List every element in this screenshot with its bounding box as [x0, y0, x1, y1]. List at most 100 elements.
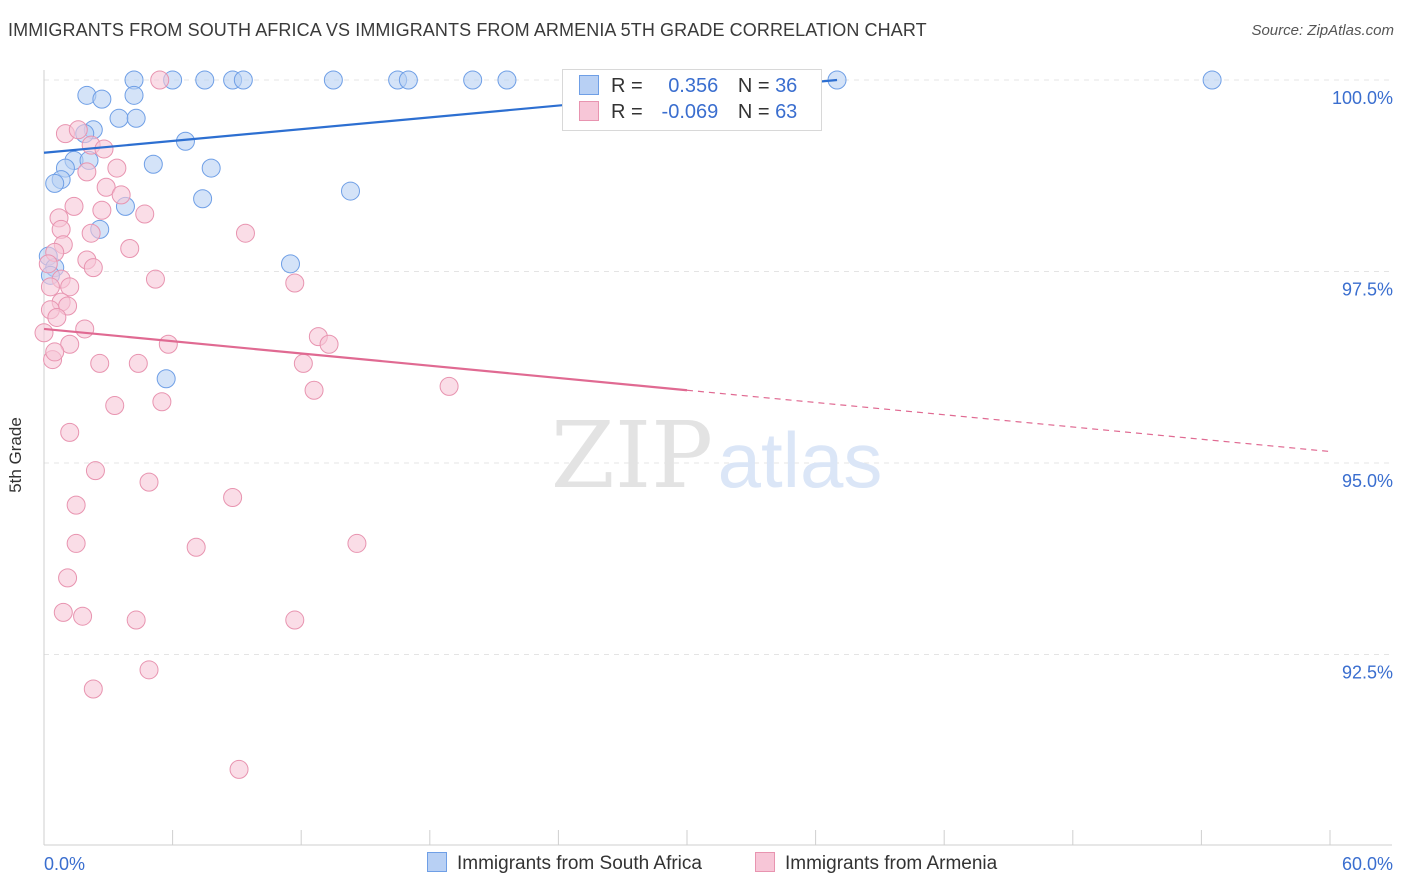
- point-armenia: [60, 277, 80, 297]
- point-armenia: [92, 200, 112, 220]
- point-south-africa: [201, 158, 221, 178]
- point-armenia: [107, 158, 127, 178]
- point-armenia: [120, 239, 140, 259]
- point-south-africa: [193, 189, 213, 209]
- point-armenia: [304, 380, 324, 400]
- tick-labels: 100.0% 97.5% 95.0% 92.5% 0.0% 60.0%: [44, 88, 1393, 874]
- point-armenia: [145, 269, 165, 289]
- data-points: [34, 70, 1222, 779]
- point-armenia: [128, 353, 148, 373]
- point-south-africa: [497, 70, 517, 90]
- point-south-africa: [463, 70, 483, 90]
- trend-lines: [43, 78, 1331, 453]
- point-armenia: [64, 196, 84, 216]
- point-armenia: [235, 223, 255, 243]
- legend-swatch-pink: [579, 101, 599, 121]
- legend-n-label: N =: [737, 101, 770, 123]
- point-armenia: [293, 353, 313, 373]
- y-tick-label: 92.5%: [1342, 663, 1393, 683]
- trend-line-armenia: [43, 327, 688, 392]
- point-armenia: [439, 376, 459, 396]
- legend-r-label: R =: [611, 101, 643, 123]
- y-tick-label: 100.0%: [1332, 88, 1393, 108]
- point-south-africa: [1202, 70, 1222, 90]
- legend-label: Immigrants from South Africa: [457, 853, 702, 874]
- point-armenia: [139, 660, 159, 680]
- point-south-africa: [398, 70, 418, 90]
- point-armenia: [45, 342, 65, 362]
- legend-r-label: R =: [611, 75, 643, 97]
- watermark-atlas: atlas: [718, 416, 883, 504]
- legend-row-south-africa: R = 0.356 N = 36: [579, 75, 797, 99]
- point-armenia: [135, 204, 155, 224]
- point-armenia: [58, 568, 78, 588]
- point-armenia: [158, 334, 178, 354]
- legend-n-value: 36: [775, 75, 798, 97]
- legend-swatch-pink: [755, 852, 775, 872]
- point-armenia: [105, 396, 125, 416]
- point-south-africa: [156, 369, 176, 389]
- x-tick-label: 60.0%: [1342, 854, 1393, 874]
- point-armenia: [75, 319, 95, 339]
- point-armenia: [150, 70, 170, 90]
- point-armenia: [47, 307, 67, 327]
- trend-line-armenia-extension: [686, 389, 1331, 453]
- point-south-africa: [143, 154, 163, 174]
- point-south-africa: [109, 108, 129, 128]
- y-tick-label: 95.0%: [1342, 471, 1393, 491]
- point-south-africa: [92, 89, 112, 109]
- source-label: Source: ZipAtlas.com: [1251, 22, 1394, 39]
- point-armenia: [77, 162, 97, 182]
- legend-n-value: 63: [775, 101, 798, 123]
- legend-row-armenia: R = -0.069 N = 63: [579, 101, 797, 125]
- point-armenia: [285, 273, 305, 293]
- point-armenia: [40, 277, 60, 297]
- point-armenia: [53, 602, 73, 622]
- point-armenia: [111, 185, 131, 205]
- point-south-africa: [280, 254, 300, 274]
- point-south-africa: [195, 70, 215, 90]
- point-armenia: [186, 537, 206, 557]
- point-armenia: [68, 120, 88, 140]
- point-armenia: [96, 177, 116, 197]
- point-armenia: [81, 223, 101, 243]
- point-armenia: [83, 258, 103, 278]
- bottom-legend-armenia[interactable]: Immigrants from Armenia: [755, 852, 997, 875]
- legend-r-value: -0.069: [661, 101, 719, 123]
- point-armenia: [152, 392, 172, 412]
- point-armenia: [85, 461, 105, 481]
- point-armenia: [73, 606, 93, 626]
- stats-legend: R = 0.356 N = 36 R = -0.069 N = 63: [562, 69, 822, 131]
- point-armenia: [60, 334, 80, 354]
- bottom-legend-south-africa[interactable]: Immigrants from South Africa: [427, 852, 702, 875]
- point-armenia: [229, 759, 249, 779]
- point-south-africa: [233, 70, 253, 90]
- point-armenia: [223, 487, 243, 507]
- point-south-africa: [45, 173, 65, 193]
- legend-n-label: N =: [737, 75, 770, 97]
- point-armenia: [90, 353, 110, 373]
- x-tick-label: 0.0%: [44, 854, 85, 874]
- chart-title: IMMIGRANTS FROM SOUTH AFRICA VS IMMIGRAN…: [8, 20, 927, 40]
- legend-label: Immigrants from Armenia: [785, 853, 998, 874]
- legend-swatch-blue: [579, 75, 599, 95]
- axes: [43, 70, 1392, 846]
- y-tick-label: 97.5%: [1342, 280, 1393, 300]
- point-armenia: [83, 679, 103, 699]
- point-south-africa: [323, 70, 343, 90]
- watermark-zip: ZIP: [551, 402, 713, 509]
- point-armenia: [34, 323, 54, 343]
- point-armenia: [347, 533, 367, 553]
- point-south-africa: [340, 181, 360, 201]
- point-armenia: [66, 495, 86, 515]
- point-armenia: [38, 254, 58, 274]
- point-armenia: [60, 422, 80, 442]
- point-armenia: [126, 610, 146, 630]
- point-south-africa: [124, 85, 144, 105]
- point-armenia: [139, 472, 159, 492]
- point-armenia: [319, 334, 339, 354]
- legend-swatch-blue: [427, 852, 447, 872]
- watermark: ZIP atlas: [551, 402, 882, 509]
- point-south-africa: [126, 108, 146, 128]
